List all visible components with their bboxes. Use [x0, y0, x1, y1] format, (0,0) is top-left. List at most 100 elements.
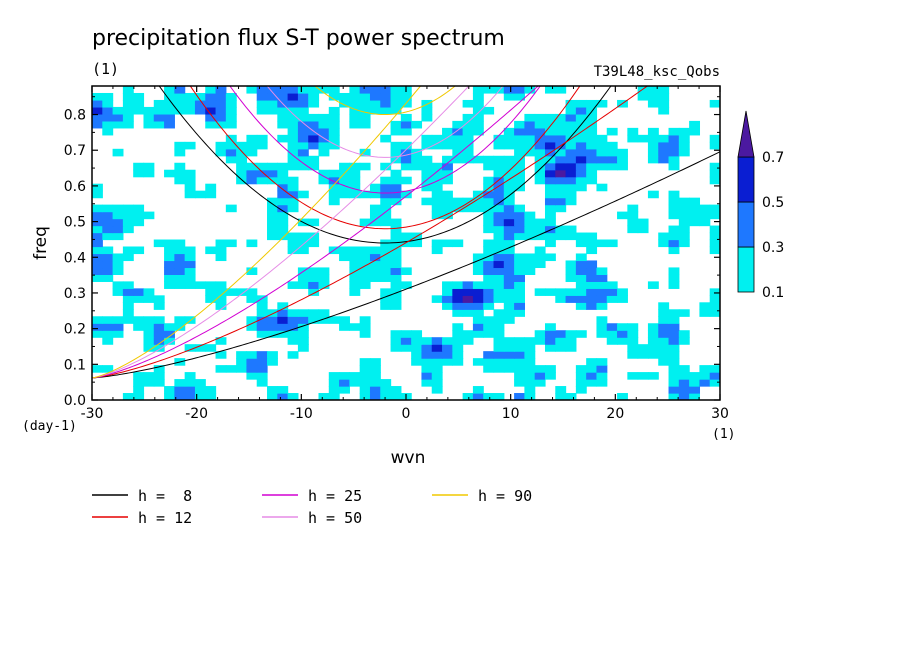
heatmap-cell: [565, 337, 577, 345]
heatmap-cell: [287, 351, 299, 359]
heatmap-cell: [246, 316, 258, 324]
heatmap-cell: [143, 162, 155, 171]
heatmap-cell: [92, 106, 103, 115]
heatmap-cell: [493, 190, 505, 199]
heatmap-cell: [514, 379, 525, 387]
heatmap-cell: [586, 295, 598, 303]
heatmap-cell: [689, 386, 701, 394]
heatmap-cell: [534, 253, 546, 262]
heatmap-cell: [586, 372, 598, 380]
heatmap-cell: [493, 330, 505, 338]
legend-label: h = 12: [138, 509, 192, 527]
heatmap-cell: [514, 267, 525, 275]
heatmap-cell: [668, 316, 680, 324]
heatmap-cell: [369, 183, 381, 192]
heatmap-cell: [400, 113, 412, 122]
heatmap-cell: [297, 148, 309, 157]
heatmap-cell: [627, 344, 639, 352]
heatmap-cell: [647, 127, 659, 136]
heatmap-cell: [483, 267, 495, 275]
heatmap-cell: [267, 162, 278, 171]
heatmap-cell: [143, 288, 155, 296]
heatmap-cell: [575, 365, 587, 373]
heatmap-cell: [647, 99, 659, 108]
heatmap-cell: [668, 274, 680, 282]
x-tick-label: -20: [185, 406, 208, 422]
y-tick-label: 0.6: [64, 179, 86, 195]
heatmap-cell: [380, 393, 392, 400]
heatmap-cell: [709, 134, 720, 143]
heatmap-cell: [380, 260, 392, 269]
heatmap-cell: [534, 218, 546, 227]
heatmap-cell: [555, 190, 567, 199]
curve-inertia-gravity-12: [189, 86, 581, 230]
heatmap-cell: [133, 379, 145, 387]
heatmap-cell: [184, 141, 196, 150]
heatmap-cell: [297, 155, 309, 164]
heatmap-cell: [606, 162, 618, 171]
heatmap-cell: [678, 372, 690, 380]
heatmap-cell: [503, 127, 515, 136]
heatmap-cell: [493, 197, 505, 206]
heatmap-cell: [709, 169, 720, 178]
heatmap-cell: [483, 253, 495, 262]
heatmap-cell: [575, 134, 587, 143]
heatmap-cell: [544, 239, 556, 248]
heatmap-cell: [400, 120, 412, 129]
heatmap-cell: [390, 99, 402, 108]
heatmap-cell: [555, 86, 567, 94]
heatmap-cell: [555, 162, 567, 171]
heatmap-cell: [575, 99, 587, 108]
heatmap-cell: [483, 246, 495, 255]
heatmap-cell: [287, 337, 299, 345]
heatmap-cell: [709, 309, 720, 317]
heatmap-cell: [194, 106, 206, 115]
heatmap-cell: [349, 288, 361, 296]
heatmap-cell: [380, 274, 392, 282]
heatmap-cell: [400, 127, 412, 136]
heatmap-cell: [493, 274, 505, 282]
heatmap-cell: [709, 99, 720, 108]
heatmap-cell: [514, 92, 525, 101]
heatmap-cell: [256, 162, 268, 171]
heatmap-cell: [380, 211, 392, 220]
heatmap-cell: [328, 106, 340, 115]
heatmap-cell: [658, 232, 670, 241]
heatmap-cell: [359, 253, 371, 262]
heatmap-cell: [709, 288, 720, 296]
heatmap-cell: [503, 260, 515, 269]
heatmap-cell: [215, 295, 227, 303]
chart-subtitle-right: T39L48_ksc_Qobs: [594, 64, 720, 80]
heatmap-cell: [647, 344, 659, 352]
heatmap-cell: [668, 379, 680, 387]
heatmap-cell: [586, 365, 598, 373]
heatmap-cell: [205, 246, 217, 255]
heatmap-cell: [400, 176, 412, 185]
heatmap-cell: [349, 253, 361, 262]
heatmap-cell: [699, 309, 711, 317]
heatmap-cell: [297, 127, 309, 136]
heatmap-cell: [267, 309, 278, 317]
heatmap-cell: [442, 302, 453, 310]
y-tick-label: 0.3: [64, 286, 86, 302]
heatmap-cell: [133, 288, 145, 296]
heatmap-cell: [369, 211, 381, 220]
heatmap-cell: [390, 302, 402, 310]
heatmap-cell: [133, 386, 145, 394]
heatmap-cell: [565, 330, 577, 338]
heatmap-cell: [668, 204, 680, 213]
heatmap-cell: [544, 330, 556, 338]
heatmap-cell: [658, 323, 670, 331]
heatmap-cell: [102, 260, 114, 269]
heatmap-cell: [369, 372, 381, 380]
heatmap-cell: [472, 281, 484, 289]
heatmap-cell: [297, 337, 309, 345]
heatmap-cell: [544, 323, 556, 331]
heatmap-cell: [647, 86, 659, 94]
heatmap-cell: [534, 372, 546, 380]
heatmap-cell: [102, 211, 114, 220]
heatmap-cell: [586, 358, 598, 366]
heatmap-cell: [596, 148, 608, 157]
heatmap-cell: [678, 337, 690, 345]
heatmap-cell: [339, 176, 350, 185]
